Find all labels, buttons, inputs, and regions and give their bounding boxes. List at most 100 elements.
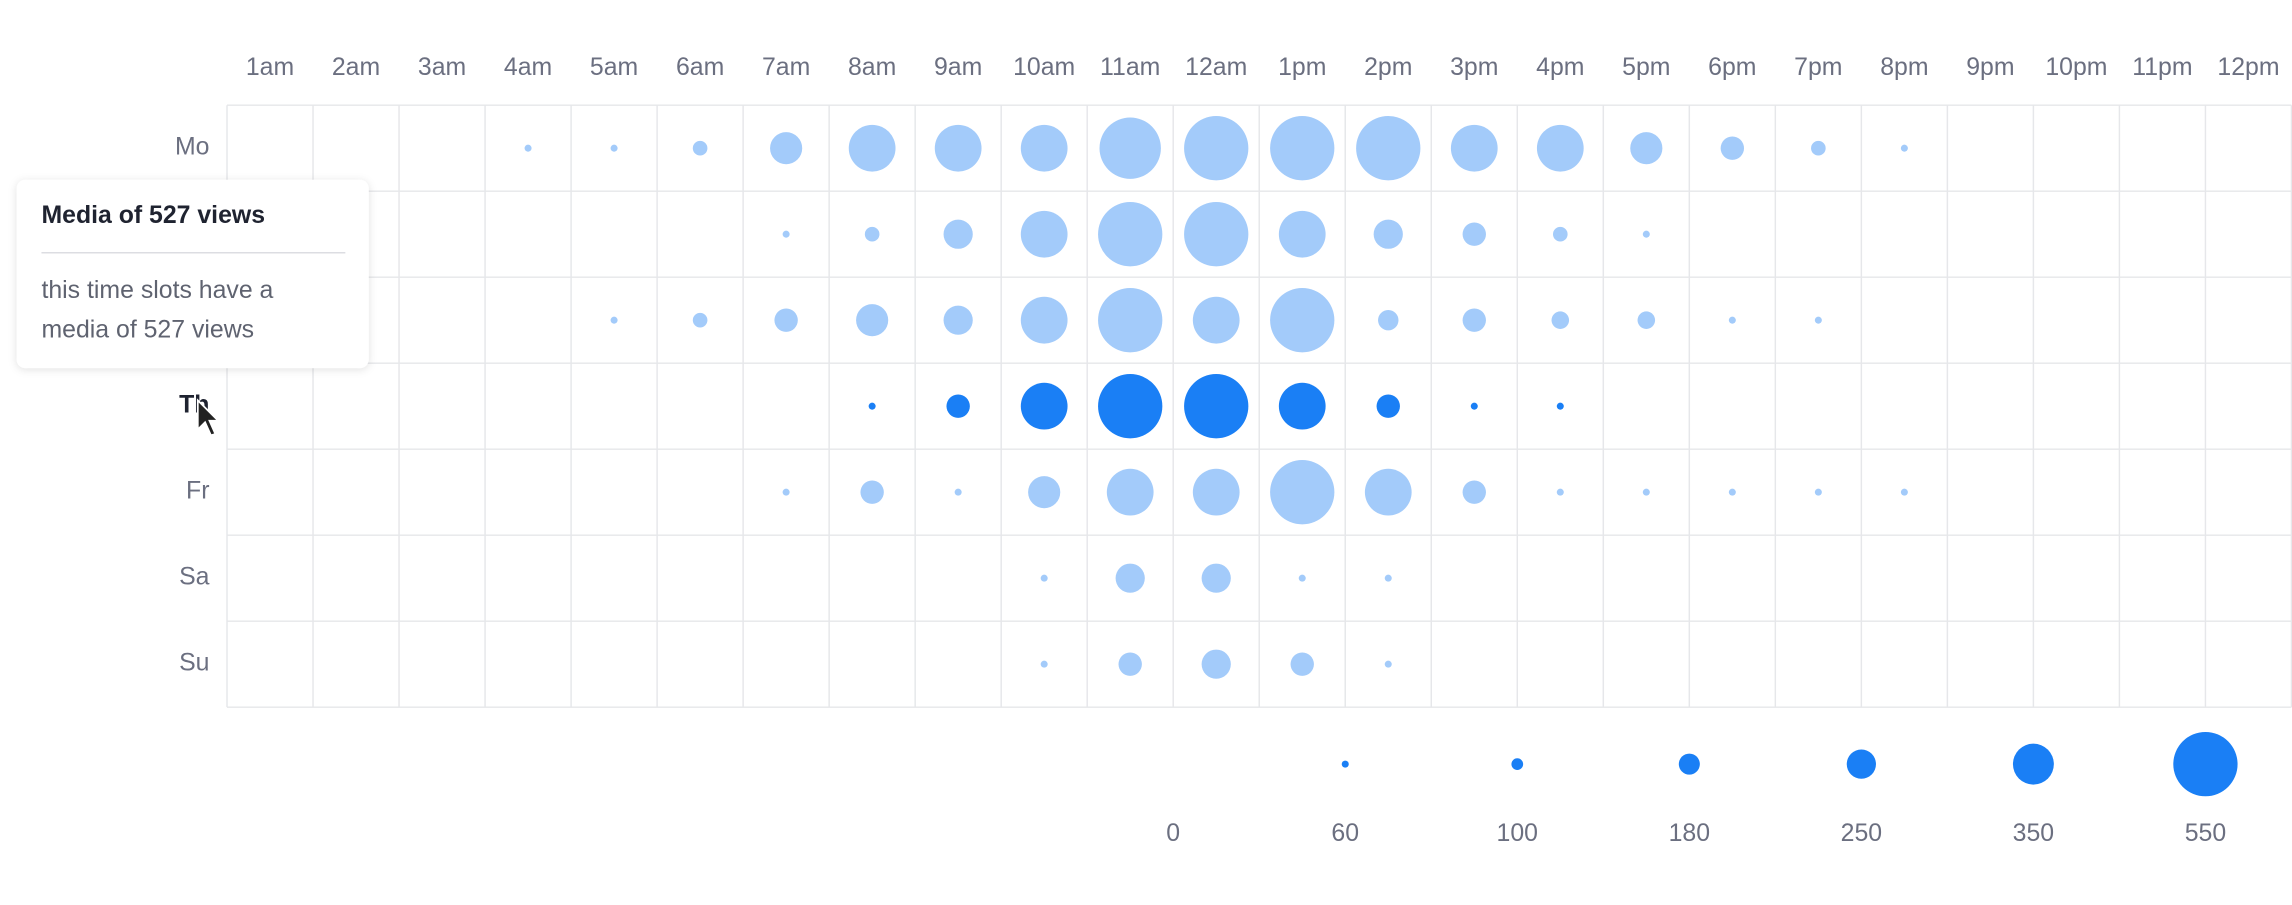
bubble	[1814, 488, 1822, 496]
bubble	[1462, 222, 1486, 246]
bubble	[1814, 316, 1822, 324]
bubble	[1552, 226, 1568, 242]
marks	[524, 116, 2238, 797]
bubble	[946, 394, 970, 418]
x-tick-label: 9pm	[1966, 54, 2014, 81]
bubble	[1106, 468, 1154, 516]
bubble	[856, 304, 889, 337]
bubble	[1098, 202, 1163, 267]
bubble	[1270, 116, 1335, 181]
legend-bubble	[1341, 760, 1349, 768]
bubble	[1728, 316, 1736, 324]
bubble	[1378, 309, 1399, 331]
x-tick-label: 8pm	[1880, 54, 1928, 81]
tooltip-body: this time slots have a media of 527 view…	[41, 276, 274, 344]
bubble	[692, 140, 708, 156]
x-tick-label: 4am	[504, 54, 552, 81]
bubble	[1556, 402, 1564, 410]
x-tick-label: 4pm	[1536, 54, 1584, 81]
y-tick-label: Mo	[175, 134, 210, 161]
bubble	[692, 312, 708, 328]
x-tick-label: 2am	[332, 54, 380, 81]
bubble	[864, 226, 880, 242]
x-tick-label: 6am	[676, 54, 724, 81]
tooltip-box	[16, 179, 369, 369]
legend-label: 180	[1669, 820, 1710, 847]
bubble	[848, 124, 896, 172]
bubble	[1020, 124, 1068, 172]
x-tick-label: 1am	[246, 54, 294, 81]
bubble	[943, 219, 973, 249]
bubble	[1040, 574, 1048, 582]
bubble	[1270, 460, 1335, 525]
bubble	[1192, 468, 1240, 516]
bubble	[610, 144, 618, 152]
bubble	[1184, 116, 1249, 181]
bubble	[1373, 219, 1403, 249]
bubble	[1098, 374, 1163, 439]
legend-label: 0	[1166, 820, 1180, 847]
x-tick-label: 9am	[934, 54, 982, 81]
bubble	[1278, 210, 1326, 258]
legend-label: 100	[1497, 820, 1538, 847]
legend-label: 250	[1841, 820, 1882, 847]
bubble	[782, 488, 790, 496]
bubble	[1356, 116, 1421, 181]
bubble	[1536, 124, 1584, 172]
bubble	[1630, 132, 1663, 165]
bubble	[1450, 124, 1498, 172]
x-tick-label: 12am	[1185, 54, 1247, 81]
bubble	[1115, 563, 1145, 593]
x-tick-label: 2pm	[1364, 54, 1412, 81]
bubble	[1376, 394, 1400, 418]
x-tick-label: 5am	[590, 54, 638, 81]
bubble	[1900, 144, 1908, 152]
bubble	[1462, 480, 1486, 504]
bubble	[1384, 574, 1392, 582]
x-tick-label: 11pm	[2132, 54, 2192, 81]
tooltip-text: this time slots have a media of 527 view…	[41, 276, 274, 344]
bubble	[934, 124, 982, 172]
x-tick-label: 5pm	[1622, 54, 1670, 81]
bubble	[1298, 574, 1306, 582]
bubble	[1290, 652, 1314, 676]
x-tick-label: 8am	[848, 54, 896, 81]
legend-label: 60	[1331, 820, 1359, 847]
x-tick-label: 7pm	[1794, 54, 1842, 81]
bubble	[610, 316, 618, 324]
bubble	[770, 132, 803, 165]
tooltip: Media of 527 views this time slots have …	[16, 179, 369, 369]
bubble	[1462, 308, 1486, 332]
legend-label: 550	[2185, 820, 2226, 847]
x-tick-label: 12pm	[2217, 54, 2279, 81]
grid	[226, 104, 2292, 708]
x-tick-label: 11am	[1100, 54, 1160, 81]
x-tick-label: 1pm	[1278, 54, 1326, 81]
y-tick-label: Su	[179, 650, 209, 677]
bubble	[1270, 288, 1335, 353]
bubble	[1551, 311, 1570, 329]
bubble	[1470, 402, 1478, 410]
y-tick-label: Sa	[179, 564, 210, 591]
bubble	[1201, 563, 1231, 593]
bubble	[1278, 382, 1326, 430]
bubble	[1728, 488, 1736, 496]
cursor	[196, 398, 221, 437]
bubble	[1192, 296, 1240, 344]
legend-bubble	[1678, 753, 1700, 775]
bubble	[1642, 488, 1650, 496]
x-tick-label: 10am	[1013, 54, 1075, 81]
bubble	[1184, 374, 1249, 439]
bubble	[1118, 652, 1142, 676]
bubble	[1364, 468, 1412, 516]
bubble	[954, 488, 962, 496]
bubble	[860, 480, 884, 504]
legend-bubble	[2173, 731, 2238, 797]
bubble	[1099, 117, 1161, 179]
legend-bubble	[1846, 749, 1876, 779]
bubble	[868, 402, 876, 410]
labels: 1am 2am 3am 4am 5am 6am 7am 8am 9am 10am 11am 12am 1…	[175, 54, 2280, 847]
legend-label: 350	[2013, 820, 2054, 847]
x-tick-label: 3pm	[1450, 54, 1498, 81]
